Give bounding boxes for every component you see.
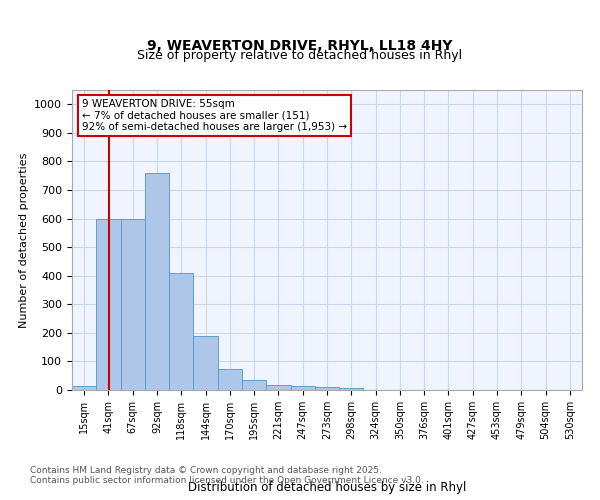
Bar	[72, 386, 96, 390]
Text: 9 WEAVERTON DRIVE: 55sqm
← 7% of detached houses are smaller (151)
92% of semi-d: 9 WEAVERTON DRIVE: 55sqm ← 7% of detache…	[82, 99, 347, 132]
Bar	[290, 386, 315, 390]
Bar	[96, 218, 121, 390]
Bar	[266, 385, 290, 390]
Bar	[169, 273, 193, 390]
Text: 9, WEAVERTON DRIVE, RHYL, LL18 4HY: 9, WEAVERTON DRIVE, RHYL, LL18 4HY	[147, 38, 453, 52]
Text: Size of property relative to detached houses in Rhyl: Size of property relative to detached ho…	[137, 50, 463, 62]
Bar	[145, 173, 169, 390]
Bar	[121, 218, 145, 390]
Bar	[218, 368, 242, 390]
Y-axis label: Number of detached properties: Number of detached properties	[19, 152, 29, 328]
Bar	[193, 336, 218, 390]
Text: Contains HM Land Registry data © Crown copyright and database right 2025.
Contai: Contains HM Land Registry data © Crown c…	[30, 466, 424, 485]
X-axis label: Distribution of detached houses by size in Rhyl: Distribution of detached houses by size …	[188, 481, 466, 494]
Bar	[315, 386, 339, 390]
Bar	[242, 380, 266, 390]
Bar	[339, 388, 364, 390]
